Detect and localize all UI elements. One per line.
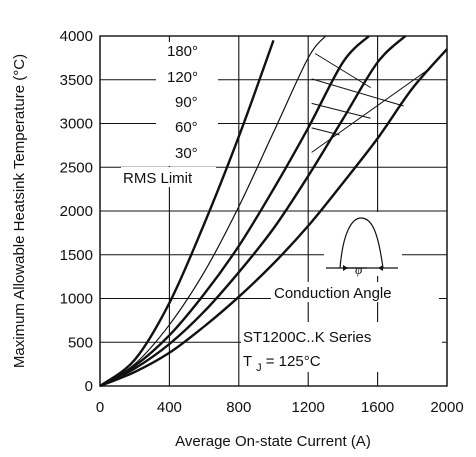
x-tick-labels: 0 400 800 1200 1600 2000 (96, 399, 464, 416)
series-label-60: 60° (175, 119, 198, 136)
rms-limit-label: RMS Limit (123, 170, 193, 187)
y-tick-label: 500 (68, 334, 93, 351)
x-tick-label: 1600 (361, 399, 394, 416)
series-name-label: ST1200C..K Series (243, 329, 371, 346)
tj-subscript: J (256, 362, 262, 374)
y-tick-label: 0 (85, 378, 93, 395)
series-line-120 (99, 35, 407, 388)
leader-line-30 (311, 70, 427, 153)
y-tick-label: 3000 (60, 116, 93, 133)
y-tick-label: 1500 (60, 247, 93, 264)
series-info-bg (241, 322, 442, 372)
y-tick-label: 3500 (60, 72, 93, 89)
leader-line-180 (314, 53, 371, 89)
leader-lines (311, 53, 427, 153)
x-tick-label: 800 (226, 399, 251, 416)
y-axis-label: Maximum Allowable Heatsink Temperature (… (11, 54, 28, 368)
x-tick-label: 2000 (430, 399, 463, 416)
legend-label-bg (156, 42, 218, 166)
series-line-180 (99, 48, 448, 388)
conduction-angle-label: Conduction Angle (274, 285, 392, 302)
y-tick-label: 4000 (60, 28, 93, 45)
phi-symbol: φ (355, 262, 362, 277)
y-tick-label: 2500 (60, 159, 93, 176)
y-tick-label: 1000 (60, 291, 93, 308)
rms-limit-bg (121, 167, 216, 187)
series-label-90: 90° (175, 94, 198, 111)
plot-frame (99, 35, 448, 387)
series-line-30 (99, 39, 275, 387)
x-tick-label: 1200 (292, 399, 325, 416)
conduction-angle-bg (271, 282, 439, 302)
leader-line-120 (311, 78, 404, 107)
series-label-180: 180° (167, 43, 198, 60)
x-axis-label: Average On-state Current (A) (175, 433, 371, 450)
series-label-120: 120° (167, 69, 198, 86)
conduction-angle-icon: φ (324, 212, 402, 277)
x-tick-label: 400 (157, 399, 182, 416)
series-line-60 (99, 35, 327, 387)
tj-prefix: T (243, 353, 252, 370)
tj-value: = 125°C (266, 353, 321, 370)
junction-temp-label: T J = 125°C (243, 353, 321, 375)
series-line-90 (99, 35, 370, 388)
x-tick-label: 0 (96, 399, 104, 416)
y-tick-labels: 0 500 1000 1500 2000 2500 3000 3500 4000 (60, 28, 93, 395)
y-tick-label: 2000 (60, 203, 93, 220)
leader-line-90 (311, 102, 371, 119)
series-lines (99, 35, 448, 388)
leader-line-60 (311, 127, 340, 136)
series-label-30: 30° (175, 145, 198, 162)
